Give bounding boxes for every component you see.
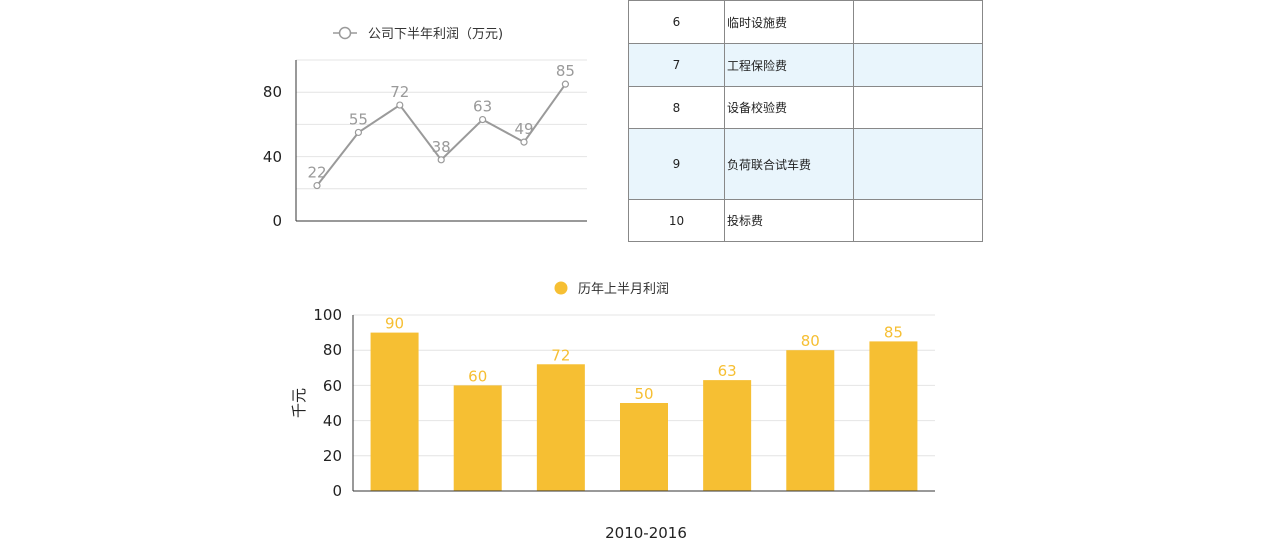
row-number: 7 xyxy=(628,43,725,87)
line-data-label: 63 xyxy=(473,98,492,116)
bar-data-label: 80 xyxy=(801,332,820,350)
bar xyxy=(453,385,502,491)
bar xyxy=(370,332,419,491)
bar-x-axis-title: 2010-2016 xyxy=(605,524,687,542)
line-data-label: 49 xyxy=(514,120,533,138)
bar-data-label: 63 xyxy=(718,362,737,380)
line-point xyxy=(354,128,362,137)
bar-y-tick: 0 xyxy=(332,482,342,500)
bar-y-tick: 20 xyxy=(323,447,342,465)
row-value xyxy=(853,199,983,242)
row-item-name: 负荷联合试车费 xyxy=(724,128,854,200)
table-row: 9 负荷联合试车费 xyxy=(628,128,983,200)
legend-dot-icon xyxy=(554,281,568,295)
row-item-name: 投标费 xyxy=(724,199,854,242)
line-point xyxy=(313,181,321,190)
table-row: 6 临时设施费 xyxy=(628,0,983,44)
row-number: 9 xyxy=(628,128,725,200)
bar xyxy=(869,341,918,491)
line-series: 22 55 72 38 63 49 85 xyxy=(307,62,575,190)
bar xyxy=(703,380,752,491)
row-item-name: 工程保险费 xyxy=(724,43,854,87)
line-data-label: 55 xyxy=(349,110,368,128)
line-point xyxy=(479,115,487,124)
table-row: 7 工程保险费 xyxy=(628,43,983,87)
bar-data-label: 85 xyxy=(884,323,903,341)
bar-series: 90 60 72 50 63 80 85 xyxy=(370,315,918,491)
line-point xyxy=(520,138,528,146)
line-legend-label: 公司下半年利润（万元) xyxy=(368,27,503,42)
row-value xyxy=(853,128,983,200)
line-chart: 公司下半年利润（万元) 0 40 80 22 55 72 38 63 49 85 xyxy=(263,26,587,230)
bar xyxy=(536,364,585,491)
bar-data-label: 72 xyxy=(551,346,570,364)
bar-y-ticks: 0 20 40 60 80 100 xyxy=(313,306,342,500)
line-point xyxy=(437,156,445,164)
line-data-label: 38 xyxy=(432,138,451,156)
line-data-label: 22 xyxy=(307,164,326,182)
line-y-tick: 40 xyxy=(263,148,282,166)
bar-legend-label: 历年上半月利润 xyxy=(578,282,669,297)
line-legend: 公司下半年利润（万元) xyxy=(333,26,503,42)
row-number: 10 xyxy=(628,199,725,242)
bar-data-label: 60 xyxy=(468,367,487,385)
line-y-tick: 80 xyxy=(263,83,282,101)
legend-circle-icon xyxy=(338,26,352,40)
line-point xyxy=(396,101,404,109)
bar xyxy=(620,403,668,491)
line-y-tick: 0 xyxy=(272,212,282,230)
bar-legend: 历年上半月利润 xyxy=(554,281,669,297)
bar-y-tick: 100 xyxy=(313,306,342,324)
row-item-name: 临时设施费 xyxy=(724,0,854,44)
row-item-name: 设备校验费 xyxy=(724,86,854,129)
bar-y-tick: 40 xyxy=(323,412,342,430)
bar-y-tick: 80 xyxy=(323,341,342,359)
line-data-label: 85 xyxy=(556,62,575,80)
row-value xyxy=(853,0,983,44)
bar xyxy=(786,350,835,491)
line-point xyxy=(561,80,570,88)
bar-data-label: 50 xyxy=(634,385,653,403)
bar-y-axis-title: 千元 xyxy=(290,388,308,418)
row-number: 8 xyxy=(628,86,725,129)
table-row: 8 设备校验费 xyxy=(628,86,983,129)
table-row: 10 投标费 xyxy=(628,199,983,242)
line-data-label: 72 xyxy=(390,83,409,101)
bar-y-tick: 60 xyxy=(323,377,342,395)
bar-data-label: 90 xyxy=(385,315,404,333)
line-grid xyxy=(296,59,587,190)
cost-table: 6 临时设施费 7 工程保险费 8 设备校验费 9 负荷联合试车费 10 投标费 xyxy=(628,0,983,242)
row-value xyxy=(853,43,983,87)
